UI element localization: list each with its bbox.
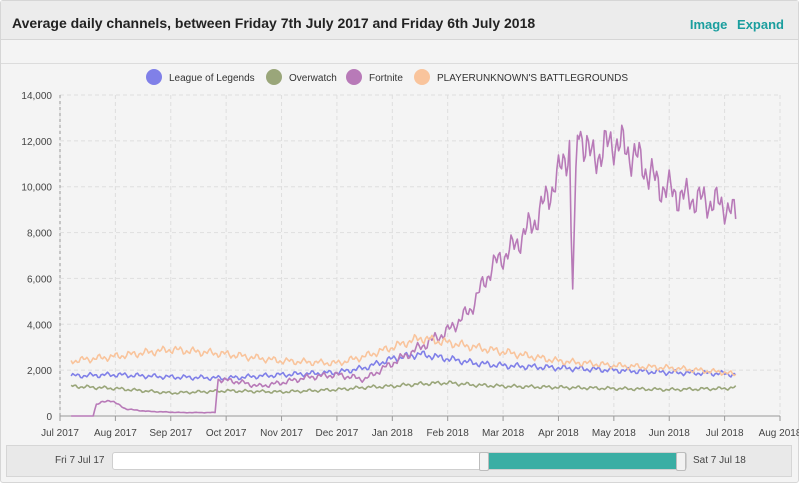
legend-label-1: Overwatch: [289, 73, 337, 84]
y-tick-label: 14,000: [21, 91, 52, 102]
panel-header: Average daily channels, between Friday 7…: [1, 1, 798, 40]
image-link[interactable]: Image: [689, 17, 728, 32]
series-line-3: [70, 333, 737, 377]
navigator-start-label: Fri 7 Jul 17: [55, 455, 105, 466]
x-tick-label: May 2018: [592, 428, 636, 439]
navigator-track[interactable]: [112, 452, 687, 471]
range-navigator[interactable]: Fri 7 Jul 17 Sat 7 Jul 18: [6, 445, 792, 477]
series-line-1: [70, 380, 737, 395]
x-tick-label: Jul 2018: [706, 428, 744, 439]
y-tick-label: 4,000: [27, 320, 52, 331]
y-tick-label: 6,000: [27, 274, 52, 285]
navigator-right-handle[interactable]: [676, 452, 686, 471]
header-actions: Image Expand: [684, 17, 784, 32]
series-line-2: [71, 124, 737, 417]
toolbar-strip: [1, 40, 798, 64]
legend-marker-0: [146, 69, 162, 85]
x-tick-label: Mar 2018: [482, 428, 525, 439]
legend-label-0: League of Legends: [169, 73, 255, 84]
y-tick-label: 8,000: [27, 229, 52, 240]
chart-title: Average daily channels, between Friday 7…: [12, 15, 536, 31]
x-tick-label: Sep 2017: [149, 428, 192, 439]
legend-marker-2: [346, 69, 362, 85]
navigator-end-label: Sat 7 Jul 18: [693, 455, 746, 466]
y-tick-label: 2,000: [27, 366, 52, 377]
line-chart: 0 2,000 4,000 6,000 8,000 10,000 12,000 14,000 J…: [21, 69, 799, 439]
navigator-selected-range[interactable]: [485, 453, 686, 469]
legend-marker-3: [414, 69, 430, 85]
y-tick-label: 10,000: [21, 183, 52, 194]
x-tick-label: Nov 2017: [260, 428, 303, 439]
x-tick-label: Dec 2017: [316, 428, 359, 439]
x-tick-label: Aug 2018: [759, 428, 799, 439]
y-tick-label: 12,000: [21, 137, 52, 148]
y-tick-label: 0: [46, 412, 52, 423]
x-tick-label: Jul 2017: [41, 428, 79, 439]
legend-label-2: Fortnite: [369, 73, 403, 84]
navigator-left-handle[interactable]: [479, 452, 490, 471]
expand-link[interactable]: Expand: [737, 17, 784, 32]
legend-label-3: PLAYERUNKNOWN'S BATTLEGROUNDS: [437, 73, 628, 84]
x-tick-label: Oct 2017: [206, 428, 247, 439]
x-tick-label: Jun 2018: [649, 428, 691, 439]
x-tick-label: Aug 2017: [94, 428, 137, 439]
x-tick-label: Jan 2018: [372, 428, 414, 439]
x-tick-label: Feb 2018: [427, 428, 470, 439]
legend-marker-1: [266, 69, 282, 85]
x-tick-label: Apr 2018: [538, 428, 579, 439]
